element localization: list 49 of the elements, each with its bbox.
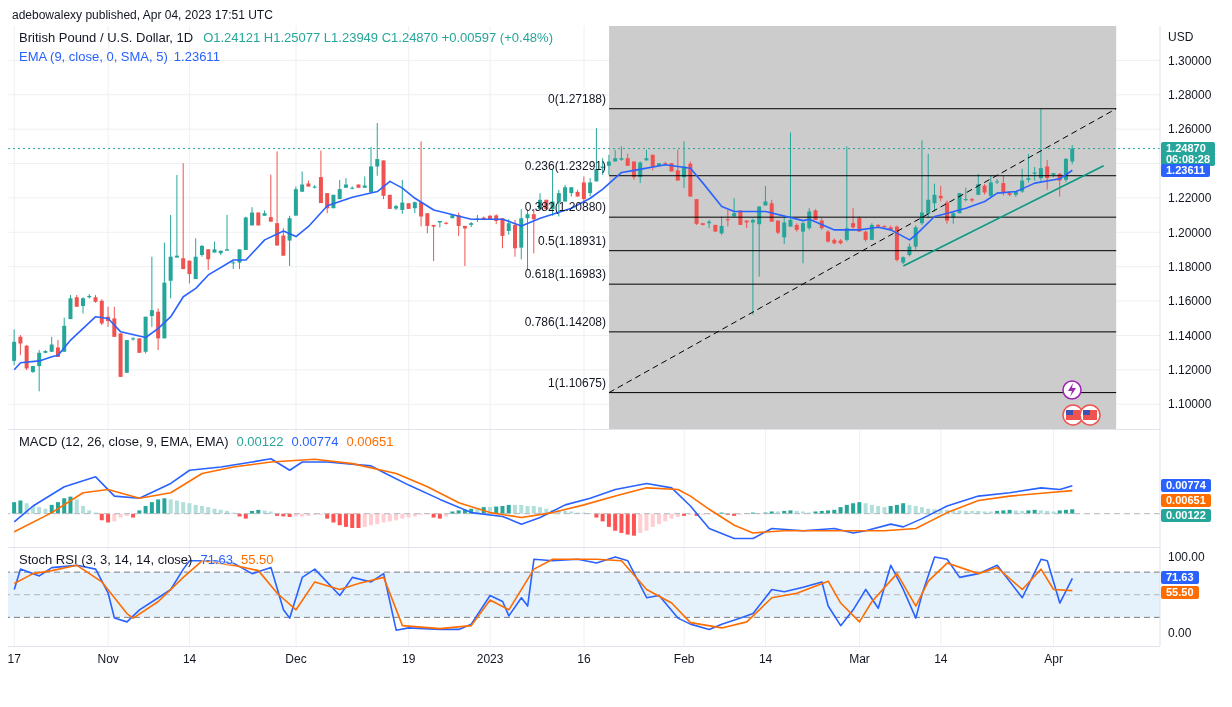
x-tick-label: 14 [758,652,773,666]
x-tick-label: 2023 [476,652,504,666]
chart-title: MACD (12, 26, close, 9, EMA, EMA) [19,434,229,449]
y-tick-label: 1.10000 [1168,397,1212,412]
x-tick-label: Apr [1044,652,1063,666]
x-tick-label: Mar [849,652,870,666]
x-tick-label: 19 [402,652,416,666]
text: 0.00651 [1166,493,1206,506]
annotation: 1.23611 [173,49,220,64]
y-tick-label: 1.16000 [1168,294,1212,309]
y-tick-label: 1.28000 [1168,88,1212,103]
ref-line-label: 0(1.27188) [547,91,608,106]
text: 0.00774 [1166,478,1206,491]
ref-line-label: 0.786(1.14208) [523,314,608,329]
x-tick-label: 17 [7,652,21,666]
ref-line-label: 1(1.10675) [547,375,608,390]
text: 0.00122 [1166,508,1206,521]
ref-line-label: 1.24870 [1166,141,1207,154]
y-tick-label: 1.14000 [1168,328,1212,343]
y-tick-label: 1.30000 [1168,53,1212,68]
text: 0.00774 [291,434,339,449]
ref-line-label: 0.618(1.16983) [523,267,608,282]
text: 0.00651 [346,434,394,449]
x-tick-label: 14 [934,652,948,666]
text: 0.00122 [236,434,284,449]
x-tick-label: Feb [673,652,695,666]
chart-title: Stoch RSI (3, 3, 14, 14, close) [19,552,193,567]
y-axis-title: USD [1168,30,1194,44]
y-tick-label: 1.22000 [1168,191,1212,206]
y-tick-label: 1.26000 [1168,122,1212,137]
text: 55.50 [1166,586,1194,599]
x-tick-label: Dec [285,652,307,666]
text: 06:08:28 [1166,152,1211,165]
y-tick-label: 1.18000 [1168,259,1212,274]
x-tick-label: 14 [182,652,197,666]
annotation: 55.50 [240,552,274,567]
text: 71.63 [1166,571,1194,584]
ref-line-label: 0.5(1.18931) [537,233,608,248]
chart-title: British Pound / U.S. Dollar, 1D [19,30,194,45]
text: EMA (9, close, 0, SMA, 5) [19,49,168,64]
y-tick-label: 0.00 [1168,625,1192,640]
x-tick-label: 16 [577,652,591,666]
text: adebowalexy published, Apr 04, 2023 17:51 UTC [11,8,274,24]
y-tick-label: 1.20000 [1168,225,1212,240]
text: 1.23611 [1166,164,1206,177]
chart-subtitle: O1.24121 H1.25077 L1.23949 C1.24870 +0.00597 (+0.48%) [203,30,553,45]
y-tick-label: 1.12000 [1168,363,1212,378]
y-tick-label: 100.00 [1168,550,1206,565]
x-tick-label: Nov [97,652,119,666]
